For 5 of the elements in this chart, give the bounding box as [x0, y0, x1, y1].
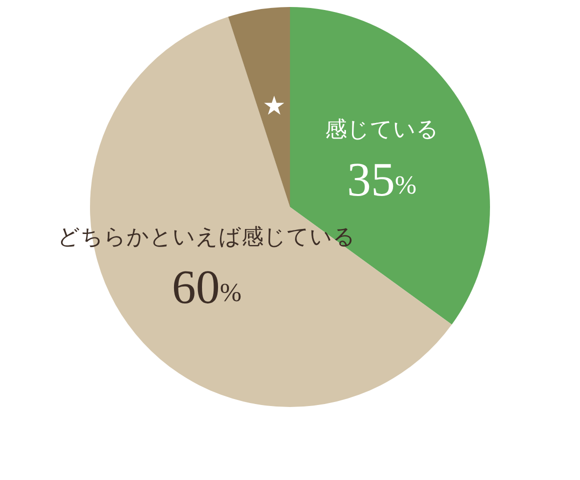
data-label: 35%: [346, 154, 417, 207]
data-label: 60%: [172, 261, 242, 314]
slice-label: 感じている: [324, 118, 439, 143]
slice-label: どちらかといえば感じている: [58, 225, 356, 250]
slice-label: ★: [262, 90, 286, 120]
